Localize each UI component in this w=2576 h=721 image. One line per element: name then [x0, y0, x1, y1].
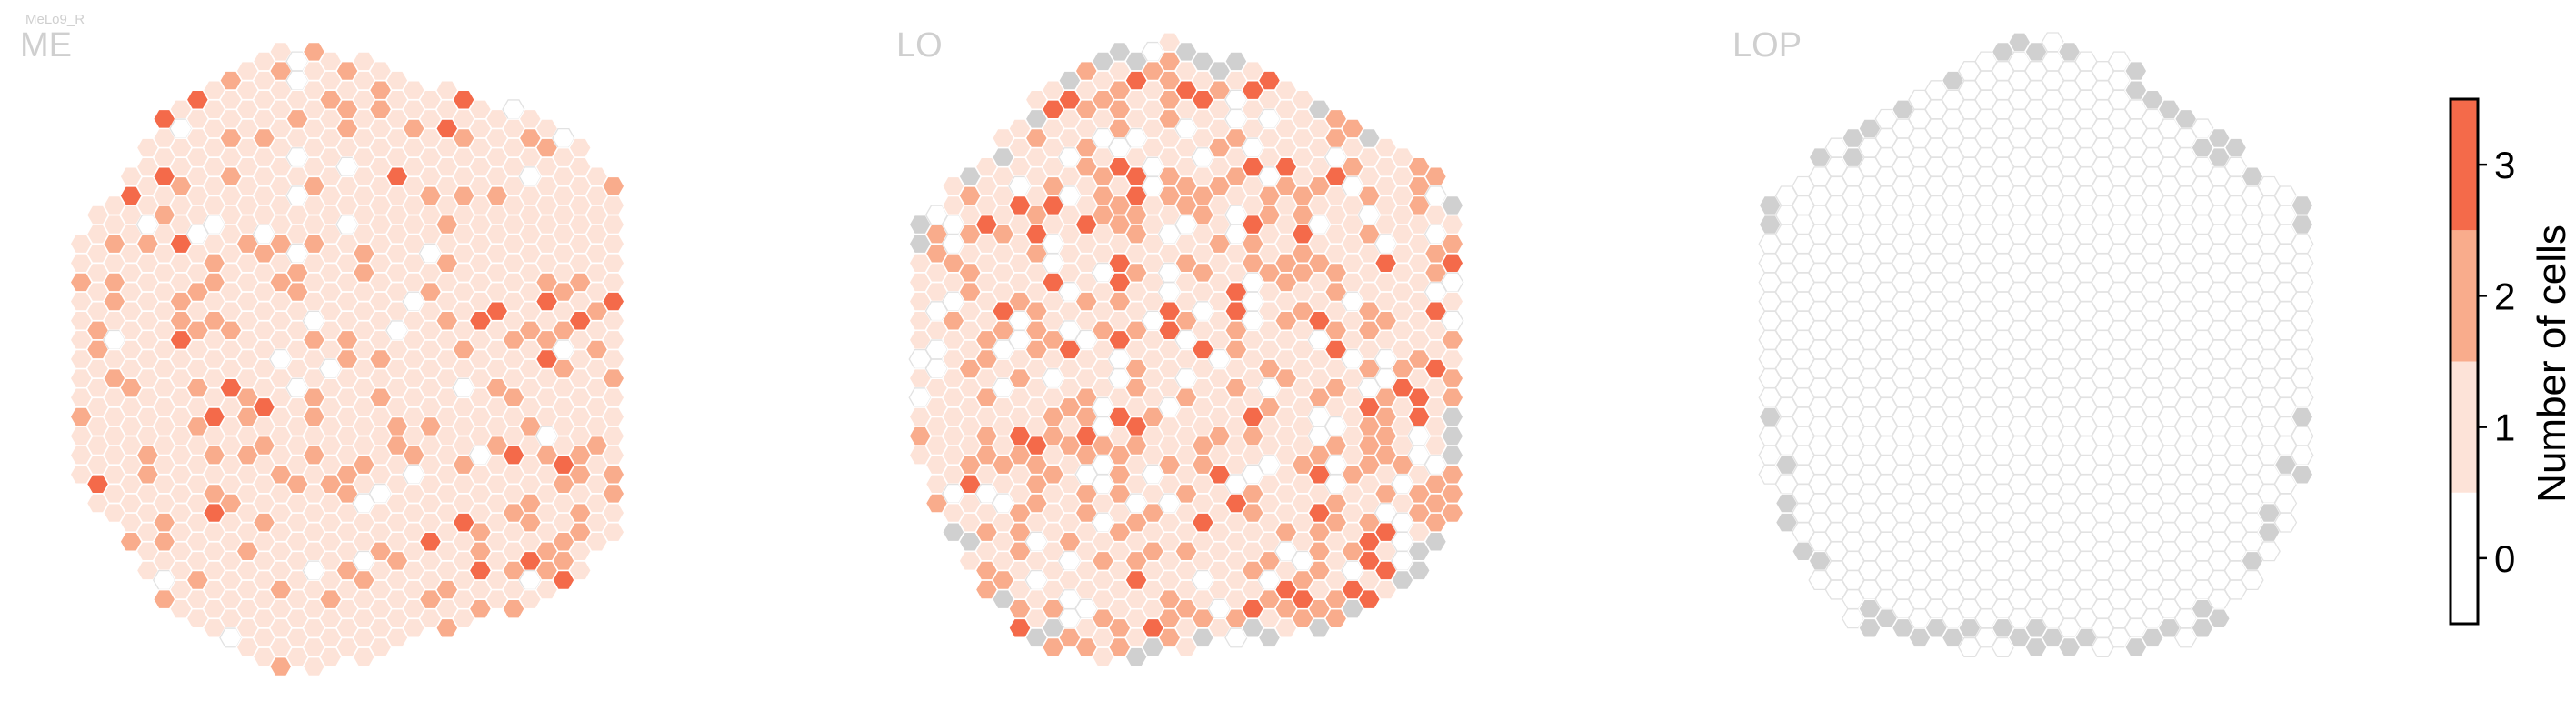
colorbar-label: Number of cells [2530, 225, 2574, 503]
hex-cell [1441, 406, 1464, 427]
hex-cell [1441, 445, 1464, 466]
hex-cell [2273, 493, 2298, 514]
hex-cell [1441, 291, 1464, 312]
hex-cell [1441, 348, 1464, 370]
panel-lo: LO [896, 26, 1464, 667]
hex-cell [2291, 406, 2314, 427]
hex-cell [602, 310, 625, 331]
hex-cell [602, 483, 625, 504]
hex-grid-me [69, 41, 625, 677]
hex-cell [1441, 272, 1464, 293]
hex-cell [2291, 195, 2314, 215]
hex-cell [1441, 329, 1464, 350]
hex-grid-lo [908, 32, 1464, 667]
hex-cell [568, 137, 592, 158]
hex-cell [1441, 195, 1464, 215]
hex-cell [1441, 387, 1464, 408]
hex-cell [602, 215, 625, 235]
panel-lop: LOP [1732, 26, 2314, 657]
hex-cell [1441, 464, 1464, 485]
panel-title-me: ME [20, 26, 72, 65]
hex-cell [602, 368, 625, 389]
colorbar-tick-label: 1 [2494, 406, 2515, 449]
colorbar-band [2451, 361, 2478, 493]
colorbar-band [2451, 230, 2478, 362]
hex-cell [2207, 608, 2232, 629]
hex-cell [602, 195, 625, 215]
hex-cell [602, 464, 625, 485]
hex-cell [602, 387, 625, 408]
colorbar-band [2451, 492, 2478, 624]
hex-cell [2291, 348, 2314, 370]
hex-cell [1441, 234, 1464, 255]
hex-cell [2291, 291, 2314, 312]
panel-me: ME [20, 26, 625, 677]
hex-cell [2291, 387, 2314, 408]
hex-cell [1441, 503, 1464, 524]
hex-cell [2291, 368, 2314, 389]
hex-cell [602, 253, 625, 274]
hex-cell [602, 329, 625, 350]
hex-cell [1441, 483, 1464, 504]
hex-cell [2291, 310, 2314, 331]
hex-cell [1441, 426, 1464, 446]
hex-cell [602, 503, 625, 524]
hex-cell [602, 291, 625, 312]
colorbar-frame [2449, 97, 2480, 626]
colorbar-tick-label: 0 [2494, 537, 2515, 580]
colorbar-band [2451, 99, 2478, 231]
hex-cell [2273, 512, 2298, 533]
panel-title-lop: LOP [1732, 26, 1802, 65]
hex-grid-lop [1758, 32, 2314, 657]
hex-cell [1423, 166, 1448, 187]
hex-cell [2291, 234, 2314, 255]
hex-cell [1441, 253, 1464, 274]
hex-cell [1423, 531, 1448, 552]
hex-cell [602, 175, 625, 196]
hex-cell [602, 522, 625, 543]
hex-cell [602, 426, 625, 446]
hex-cell [602, 234, 625, 255]
hex-cell [2291, 445, 2314, 466]
hex-cell [2124, 61, 2148, 82]
hex-cell [602, 348, 625, 370]
hex-cell [2291, 426, 2314, 446]
hex-cell [568, 560, 592, 581]
panel-title-lo: LO [896, 26, 943, 65]
hex-cell [1441, 215, 1464, 235]
hex-cell [602, 406, 625, 427]
colorbar: 0 1 2 3 Number of cells [2449, 97, 2574, 626]
hex-cell [1441, 368, 1464, 389]
hex-cell [2241, 570, 2264, 591]
colorbar-tick-label: 3 [2494, 144, 2515, 186]
hex-cell [1407, 560, 1431, 581]
hex-cell [2223, 137, 2248, 158]
hex-cell [1441, 310, 1464, 331]
hex-cell [2291, 464, 2314, 485]
colorbar-tick-label: 2 [2494, 275, 2515, 317]
colorbar-bands [2451, 99, 2478, 624]
hex-cell [2291, 253, 2314, 274]
hex-cell [2291, 272, 2314, 293]
colorbar-ticks: 0 1 2 3 [2478, 144, 2515, 580]
hex-cell [602, 445, 625, 466]
figure-tag: MeLo9_R [25, 12, 85, 27]
hex-cell [2291, 215, 2314, 235]
hex-cell [2291, 329, 2314, 350]
hex-cell [602, 272, 625, 293]
hex-cell [2257, 541, 2281, 562]
